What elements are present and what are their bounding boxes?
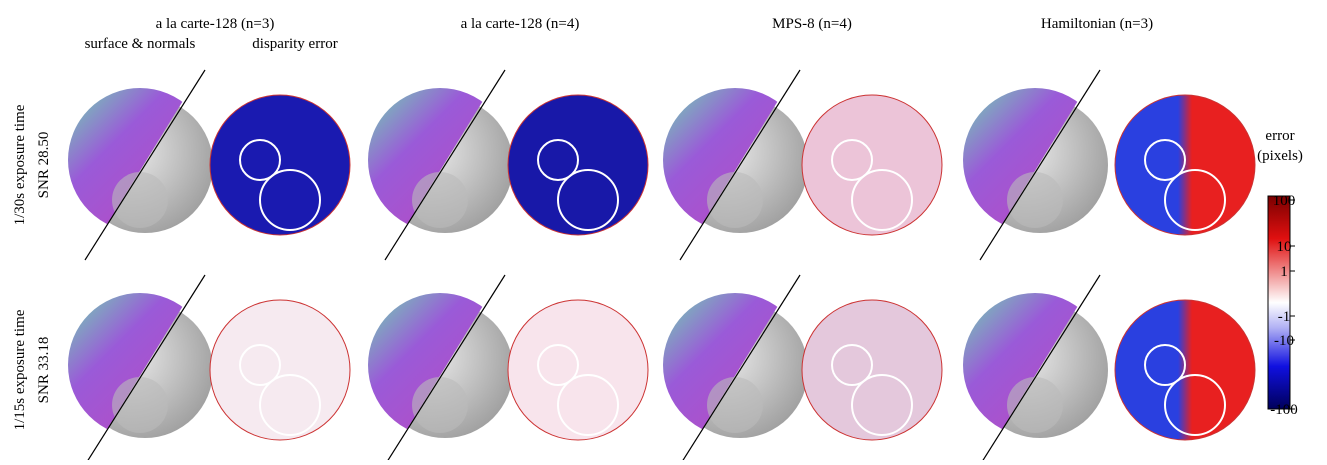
colorbar-tick-label: 10 [1277,239,1292,255]
colorbar-tick-label: 1 [1280,264,1288,280]
column-title: a la carte-128 (n=4) [461,16,580,32]
row-snr: SNR 28.50 [36,132,52,199]
figure: error (pixels) a la carte-128 (n=3) surfa… [0,0,1327,460]
column-title: a la carte-128 (n=3) [156,16,275,32]
colorbar-tick-label: 100 [1273,193,1296,209]
object [707,377,763,433]
object [1007,172,1063,228]
row-label: 1/30s exposure time [12,104,28,225]
colorbar-unit: (pixels) [1257,148,1303,164]
object [707,172,763,228]
object [412,377,468,433]
object [112,377,168,433]
object [112,172,168,228]
column-subtitle: disparity error [252,36,337,52]
row-label: 1/15s exposure time [12,309,28,430]
column-subtitle: surface & normals [85,36,196,52]
colorbar-tick-label: -1 [1278,309,1291,325]
row-snr: SNR 33.18 [36,337,52,404]
colorbar-title: error [1265,128,1294,144]
column-title: MPS-8 (n=4) [772,16,852,32]
panels [68,70,1255,460]
colorbar [1268,196,1290,409]
colorbar-tick-label: -100 [1270,402,1298,418]
column-title: Hamiltonian (n=3) [1041,16,1153,32]
colorbar-tick-label: -10 [1274,333,1294,349]
object [412,172,468,228]
object [1007,377,1063,433]
